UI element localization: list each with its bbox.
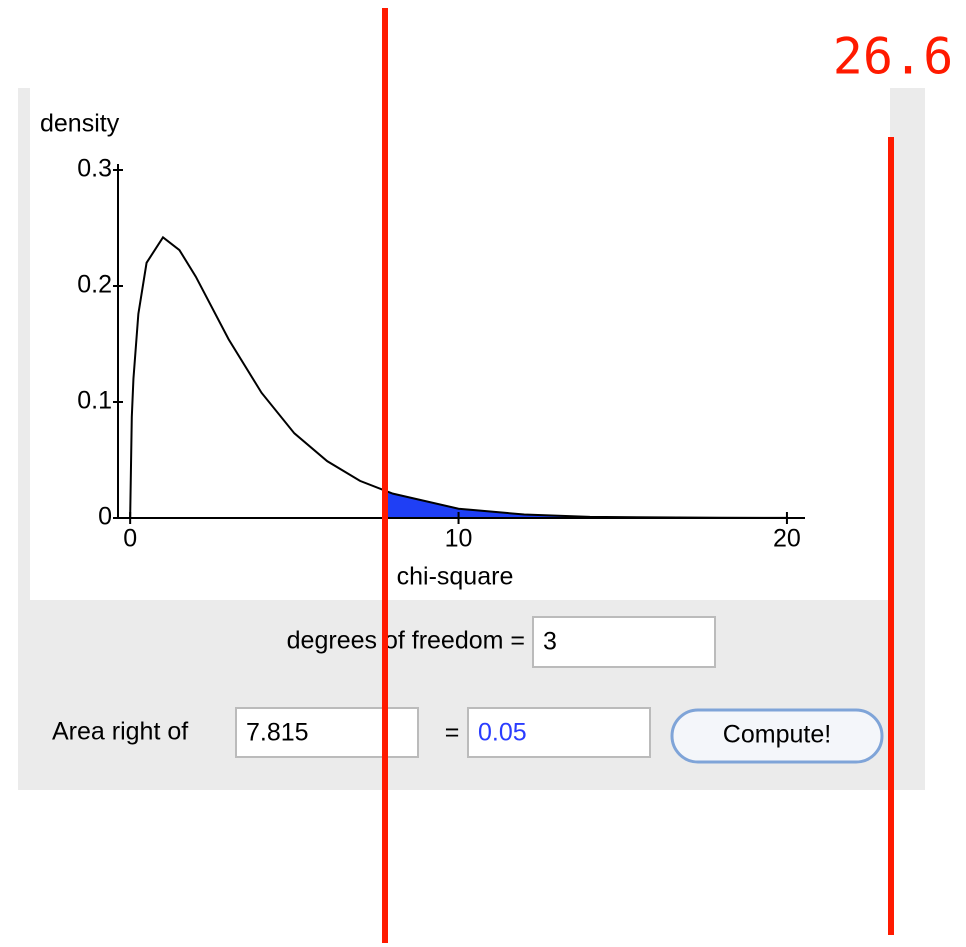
y-tick-label: 0.3 [77,155,112,183]
button-label[interactable]: Compute! [723,721,831,749]
x-tick-label: 0 [123,525,137,553]
df-label: degrees of freedom = [287,627,525,655]
y-axis-label: density [40,110,120,138]
x-tick-label: 10 [445,525,473,553]
df-value[interactable]: 3 [543,628,557,656]
compute-button[interactable] [670,708,884,764]
density-curve [129,235,787,519]
df-input[interactable] [532,616,716,668]
x-axis-label: chi-square [397,563,514,591]
plot: 0 10 20 0 0.1 0.2 0.3 [77,155,805,553]
x-tick-label: 20 [773,525,801,553]
area-label: Area right of [52,718,188,746]
plot-area [30,88,890,600]
equals: = [445,719,460,747]
result-value[interactable]: 0.05 [478,719,527,747]
y-tick-label: 0.1 [77,387,112,415]
annotation: 26.6 [833,28,953,86]
y-tick-label: 0 [98,503,112,531]
y-tick-label: 0.2 [77,271,112,299]
result-input[interactable] [467,707,651,758]
area-value[interactable]: 7.815 [246,719,309,747]
